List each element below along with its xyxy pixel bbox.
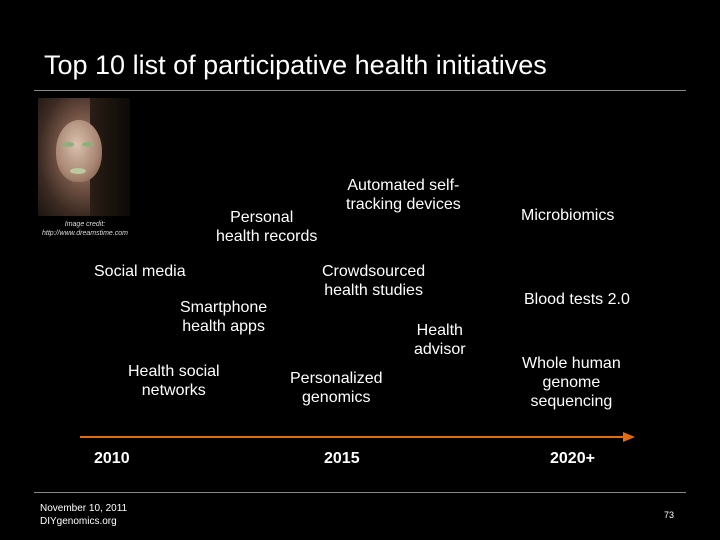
title-divider: [34, 90, 686, 91]
slide-title: Top 10 list of participative health init…: [44, 50, 547, 80]
label-smartphone-apps: Smartphone health apps: [180, 299, 268, 335]
footer-divider: [34, 492, 686, 493]
footer-site: DIYgenomics.org: [40, 516, 117, 527]
year-2010: 2010: [94, 450, 130, 467]
footer-info: November 10, 2011 DIYgenomics.org: [40, 502, 127, 528]
page-number: 73: [664, 510, 675, 520]
photo-eye-right: [82, 142, 94, 147]
label-personalized-genomics: Personalized genomics: [290, 370, 383, 406]
label-microbiomics: Microbiomics: [521, 207, 615, 224]
label-blood-tests: Blood tests 2.0: [524, 291, 630, 308]
label-automated-self-tracking: Automated self- tracking devices: [346, 177, 461, 213]
portrait-photo: [38, 98, 130, 216]
label-health-advisor: Health advisor: [414, 322, 466, 358]
label-crowdsourced-studies: Crowdsourced health studies: [322, 263, 426, 299]
label-social-media: Social media: [94, 263, 186, 280]
label-whole-genome-sequencing: Whole human genome sequencing: [522, 355, 621, 410]
footer-date: November 10, 2011: [40, 503, 128, 514]
label-health-social-networks: Health social networks: [128, 363, 220, 399]
image-credit-url: http://www.dreamstime.com: [42, 230, 128, 237]
year-2020-plus: 2020+: [550, 450, 595, 467]
image-credit: Image credit: http://www.dreamstime.com: [30, 220, 140, 238]
timeline-arrow-icon: [623, 432, 635, 442]
image-credit-label: Image credit:: [64, 221, 106, 228]
year-2015: 2015: [324, 450, 360, 467]
timeline-axis: [80, 436, 625, 438]
photo-eye-left: [62, 142, 74, 147]
photo-lips: [70, 168, 86, 174]
label-personal-health-records: Personal health records: [216, 209, 318, 245]
